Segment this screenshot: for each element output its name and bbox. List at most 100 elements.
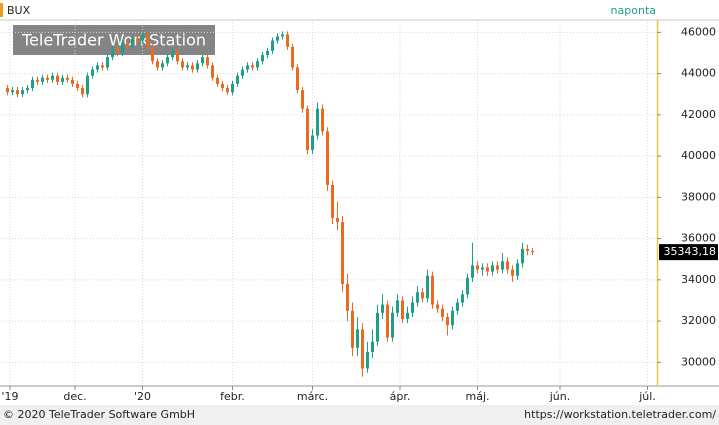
x-tick-label: jún.	[549, 390, 571, 403]
candle-body	[236, 75, 239, 84]
candle-body	[526, 248, 529, 251]
y-tick-label: 46000	[681, 25, 716, 38]
candle-body	[456, 302, 459, 311]
candle-body	[406, 312, 409, 320]
candle-body	[6, 88, 9, 93]
y-tick-label: 32000	[681, 314, 716, 327]
candle-body	[416, 292, 419, 303]
candle-body	[271, 40, 274, 51]
candle-body	[186, 65, 189, 68]
candle-body	[166, 57, 169, 64]
candle-body	[46, 77, 49, 80]
candle-body	[356, 329, 359, 348]
candle-body	[241, 69, 244, 76]
candle-body	[516, 263, 519, 276]
candle-body	[311, 135, 314, 150]
candle-body	[391, 312, 394, 338]
candle-body	[386, 304, 389, 338]
candle-body	[21, 90, 24, 95]
candle-body	[81, 88, 84, 95]
candle-body	[466, 277, 469, 295]
footer-left: © 2020 TeleTrader Software GmbH	[3, 408, 195, 421]
candle-body	[521, 248, 524, 264]
y-tick-label: 44000	[681, 67, 716, 80]
candle-body	[266, 50, 269, 56]
candle-body	[411, 302, 414, 313]
y-tick-label: 40000	[681, 149, 716, 162]
candle-body	[76, 83, 79, 89]
candle-body	[51, 75, 54, 80]
candle-body	[151, 46, 154, 62]
candle-body	[246, 65, 249, 70]
candle-body	[506, 261, 509, 270]
candle-body	[141, 34, 144, 41]
candle-body	[41, 77, 44, 82]
candle-body	[531, 250, 534, 253]
y-tick-label: 30000	[681, 355, 716, 368]
last-value-label: 35343,18	[664, 245, 717, 258]
candle-body	[131, 38, 134, 47]
candle-body	[501, 261, 504, 270]
candle-body	[61, 77, 64, 82]
footer-bar	[0, 405, 719, 425]
candle-body	[431, 275, 434, 305]
candle-body	[201, 57, 204, 64]
candle-body	[421, 292, 424, 299]
candle-body	[426, 275, 429, 299]
y-tick-label: 34000	[681, 273, 716, 286]
candle-body	[351, 310, 354, 348]
y-tick-label: 36000	[681, 232, 716, 245]
candle-body	[91, 69, 94, 76]
x-tick-label: júl.	[638, 390, 656, 403]
candle-body	[66, 77, 69, 80]
candle-body	[451, 310, 454, 326]
candle-body	[496, 265, 499, 270]
candle-body	[56, 75, 59, 82]
candle-body	[296, 67, 299, 91]
candle-body	[301, 90, 304, 109]
watermark: TeleTrader WorkStation	[21, 31, 206, 50]
candle-body	[371, 341, 374, 353]
candle-body	[376, 312, 379, 342]
candle-body	[216, 77, 219, 84]
candle-body	[336, 217, 339, 223]
candle-body	[286, 34, 289, 47]
candle-body	[491, 265, 494, 272]
candle-body	[116, 48, 119, 53]
candle-body	[36, 79, 39, 82]
frequency: naponta	[611, 4, 656, 17]
candle-body	[261, 55, 264, 62]
candle-body	[231, 83, 234, 93]
x-tick-label: ápr.	[390, 390, 411, 403]
candle-body	[256, 61, 259, 68]
candle-body	[331, 184, 334, 218]
candle-body	[276, 36, 279, 41]
series-marker	[0, 3, 3, 17]
candle-body	[396, 300, 399, 313]
candle-body	[441, 308, 444, 317]
candle-body	[486, 267, 489, 272]
footer-right: https://workstation.teletrader.com/	[524, 408, 716, 421]
candle-body	[226, 88, 229, 93]
candle-body	[206, 57, 209, 66]
candle-body	[401, 300, 404, 320]
candle-body	[316, 108, 319, 136]
candle-body	[436, 304, 439, 309]
candle-body	[161, 63, 164, 68]
candle-body	[446, 316, 449, 326]
candle-body	[211, 65, 214, 78]
candle-body	[176, 50, 179, 62]
candle-body	[86, 75, 89, 95]
series-name: BUX	[7, 4, 31, 17]
last-value-box	[659, 244, 718, 261]
candle-body	[346, 283, 349, 311]
candle-body	[156, 61, 159, 68]
candle-body	[11, 90, 14, 93]
candle-body	[71, 79, 74, 84]
x-tick-label: máj.	[465, 390, 489, 403]
candle-body	[101, 65, 104, 68]
candle-body	[121, 42, 124, 53]
y-tick-label: 42000	[681, 108, 716, 121]
candle-body	[321, 108, 324, 132]
